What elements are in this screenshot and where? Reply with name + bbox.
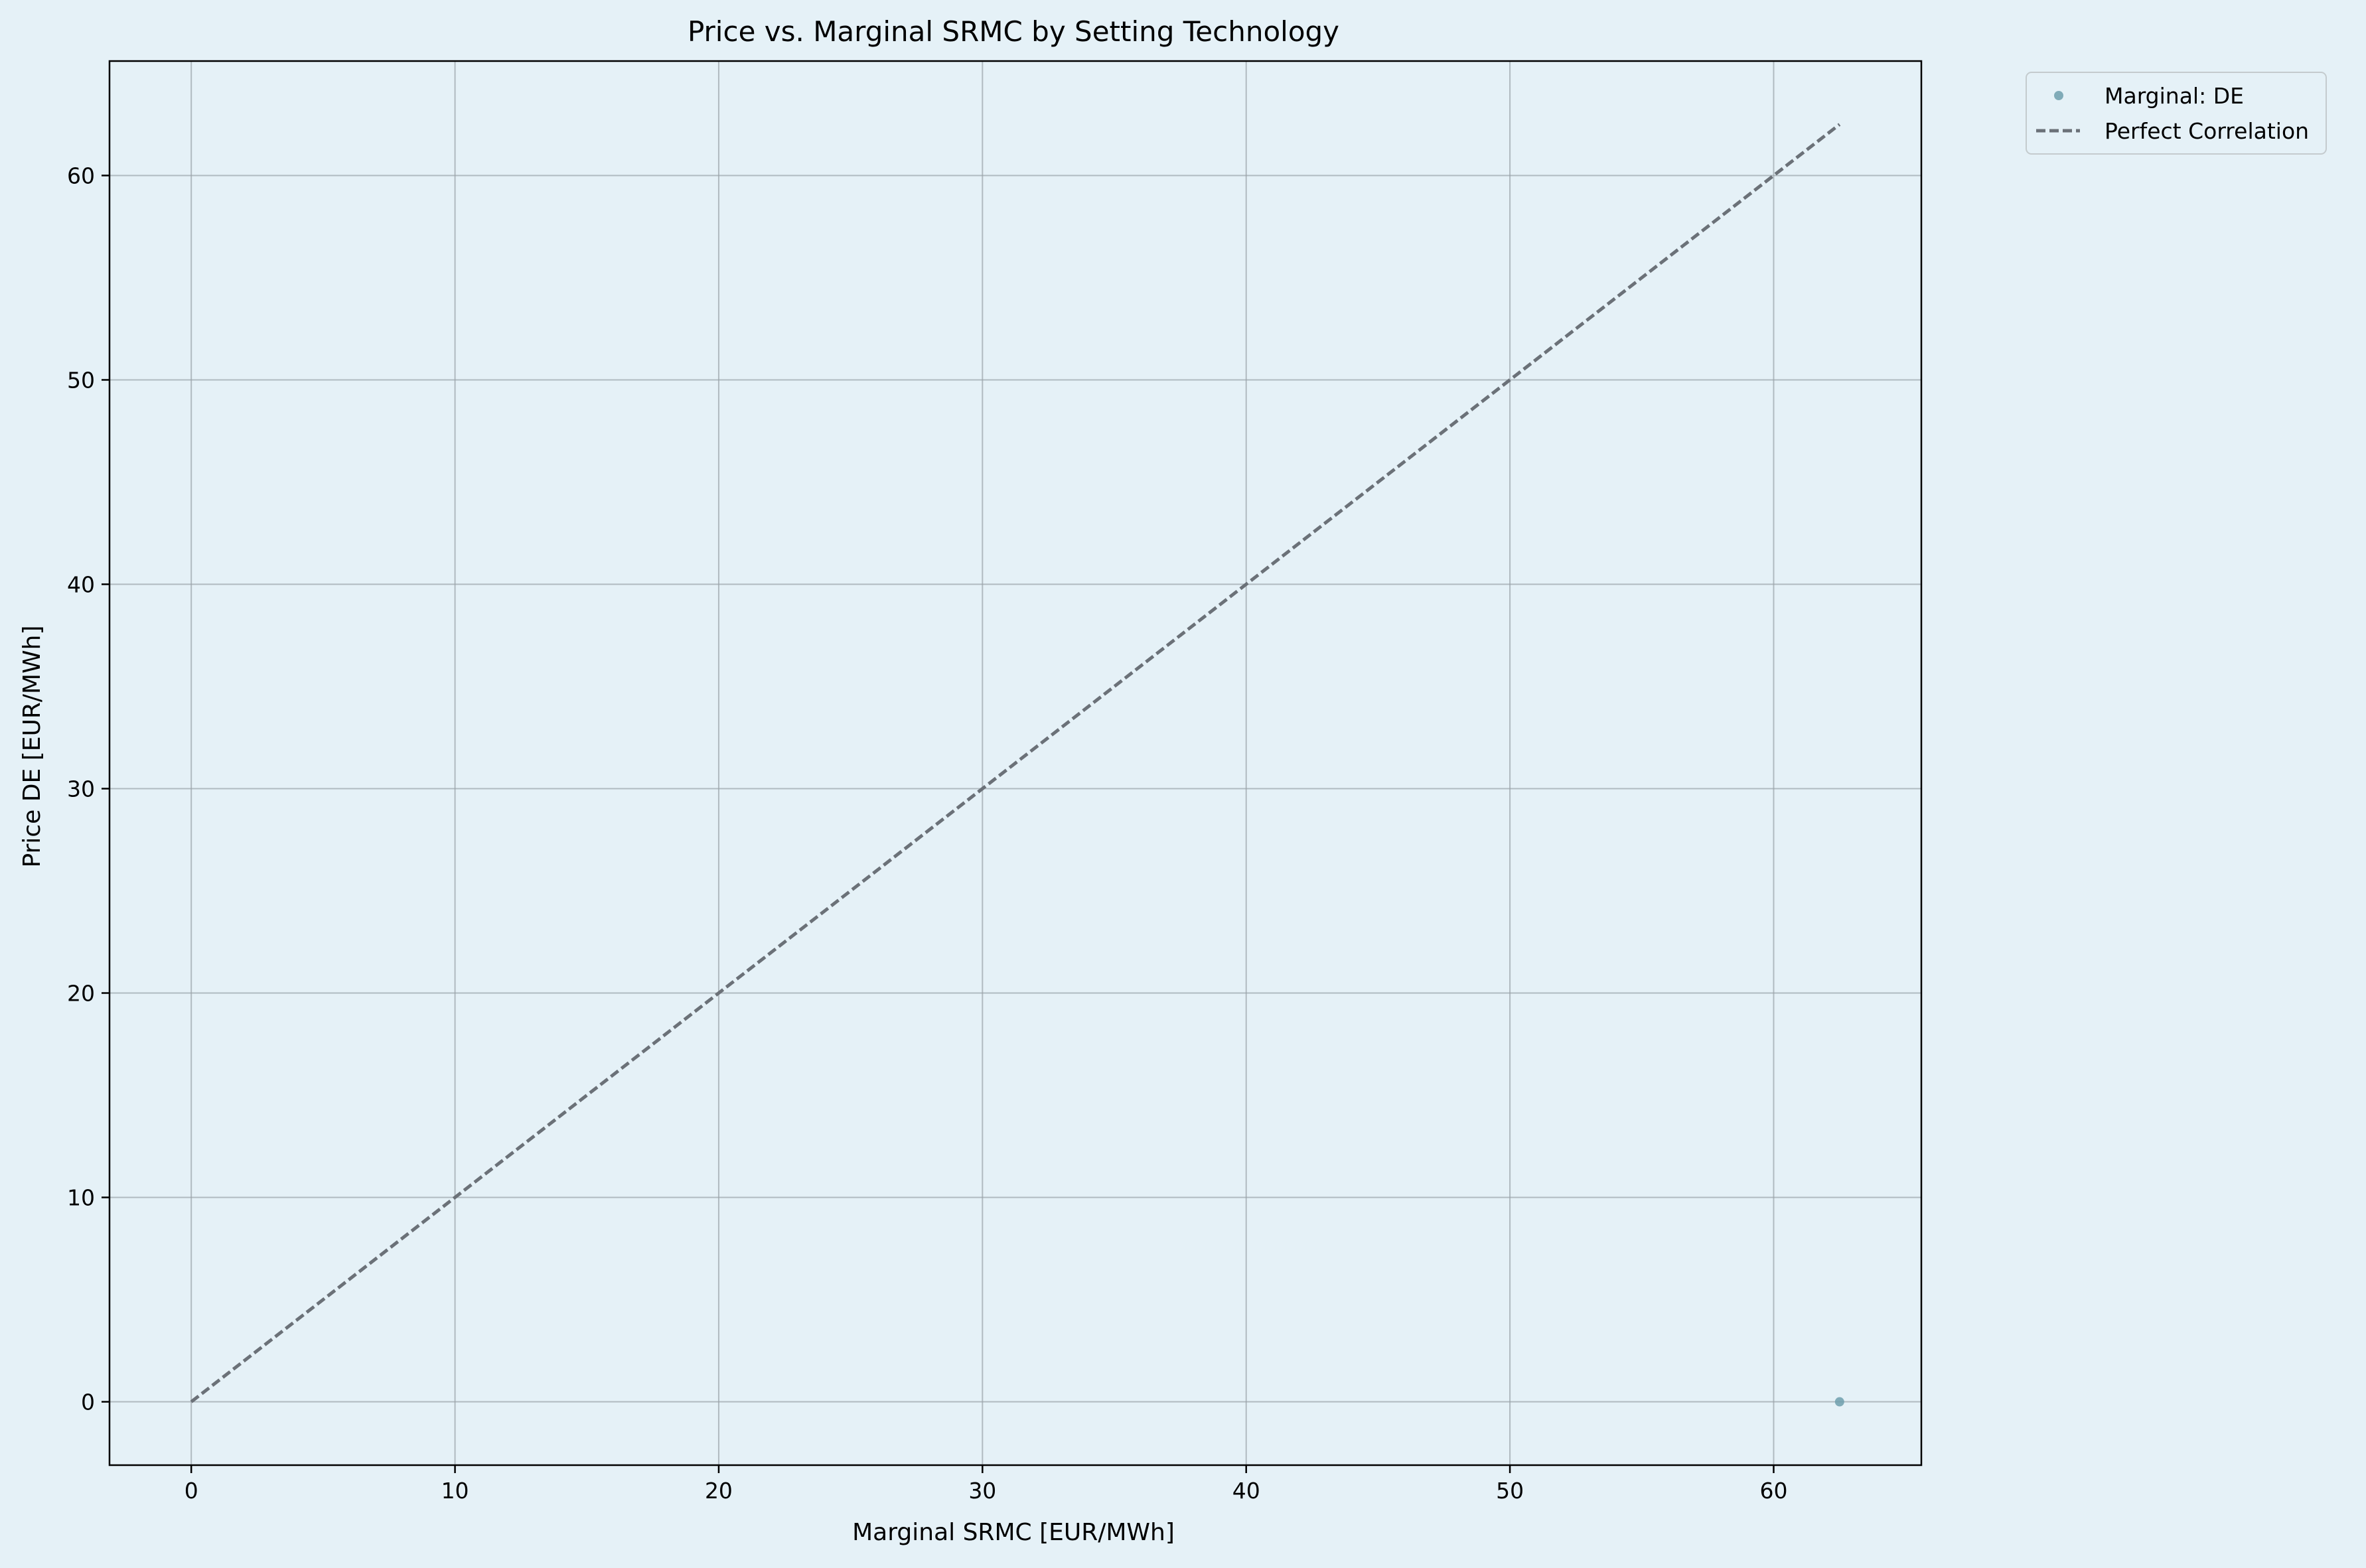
y-tick-label: 10 (67, 1185, 95, 1211)
scatter-point-marginal-de (1834, 1397, 1844, 1407)
y-axis-label: Price DE [EUR/MWh] (19, 626, 46, 868)
x-tick-label: 30 (968, 1478, 996, 1504)
x-axis-label: Marginal SRMC [EUR/MWh] (852, 1519, 1175, 1546)
y-tick-label: 20 (67, 981, 95, 1007)
y-tick-label: 30 (67, 776, 95, 802)
x-tick-label: 0 (185, 1478, 198, 1504)
perfect-correlation-line (190, 123, 1841, 1403)
y-tick-label: 60 (67, 163, 95, 188)
x-tick-label: 40 (1232, 1478, 1260, 1504)
plot-marks (190, 123, 1844, 1407)
legend-label-perfect-correlation: Perfect Correlation (2105, 118, 2309, 144)
plot-frame (108, 60, 1923, 1466)
x-tick-label: 10 (441, 1478, 469, 1504)
legend-marker-marginal-de (2054, 91, 2063, 100)
grid-lines (110, 61, 1921, 1465)
y-tick-label: 0 (81, 1390, 95, 1415)
axis-ticks: 0 10 20 30 40 50 60 0 10 20 30 40 50 60 (67, 163, 1787, 1504)
legend-label-marginal-de: Marginal: DE (2105, 83, 2244, 109)
y-tick-label: 50 (67, 367, 95, 393)
x-tick-label: 50 (1496, 1478, 1524, 1504)
x-tick-label: 20 (705, 1478, 733, 1504)
x-tick-label: 60 (1759, 1478, 1787, 1504)
legend-box (2026, 72, 2327, 155)
legend: Marginal: DE Perfect Correlation (2026, 72, 2327, 155)
chart-title: Price vs. Marginal SRMC by Setting Techn… (688, 15, 1339, 48)
y-tick-label: 40 (67, 571, 95, 597)
